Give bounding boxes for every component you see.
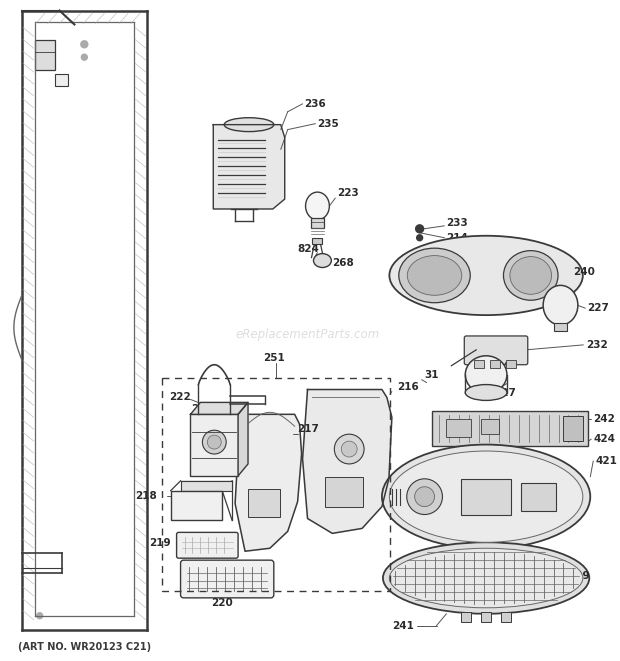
Text: 227: 227 <box>587 303 609 313</box>
Text: 424: 424 <box>593 434 615 444</box>
Text: 218: 218 <box>135 490 157 500</box>
Ellipse shape <box>510 256 552 294</box>
Text: 241: 241 <box>392 621 414 631</box>
Bar <box>481 419 499 434</box>
Circle shape <box>415 225 423 233</box>
Bar <box>432 411 588 446</box>
Ellipse shape <box>382 445 590 549</box>
Ellipse shape <box>465 385 507 401</box>
Circle shape <box>341 441 357 457</box>
Circle shape <box>417 235 423 241</box>
Ellipse shape <box>389 236 583 315</box>
Bar <box>474 360 484 368</box>
Circle shape <box>334 434 364 464</box>
Bar <box>55 74 68 86</box>
Circle shape <box>37 613 43 619</box>
Text: 232: 232 <box>587 340 608 350</box>
Bar <box>490 360 500 368</box>
Bar <box>248 488 280 516</box>
Ellipse shape <box>399 248 470 303</box>
Circle shape <box>407 479 443 514</box>
Bar <box>461 611 471 621</box>
Text: 31: 31 <box>425 369 439 379</box>
Bar <box>311 218 324 228</box>
Circle shape <box>202 430 226 454</box>
Polygon shape <box>235 414 301 551</box>
Bar <box>501 611 511 621</box>
Ellipse shape <box>224 118 274 132</box>
Circle shape <box>81 41 88 48</box>
Text: 222: 222 <box>169 393 190 403</box>
Ellipse shape <box>306 192 329 220</box>
Text: 421: 421 <box>595 456 617 466</box>
Bar <box>521 483 556 510</box>
Ellipse shape <box>465 356 507 393</box>
Text: 235: 235 <box>317 119 339 129</box>
Text: 216: 216 <box>397 381 419 391</box>
Bar <box>326 477 363 506</box>
Polygon shape <box>190 403 248 414</box>
Bar <box>162 377 390 591</box>
FancyBboxPatch shape <box>464 336 528 365</box>
Polygon shape <box>303 389 392 533</box>
Text: 221: 221 <box>192 405 213 414</box>
Ellipse shape <box>503 251 558 300</box>
Bar <box>554 323 567 331</box>
Bar <box>180 481 232 490</box>
Ellipse shape <box>389 548 583 607</box>
Text: 223: 223 <box>337 188 359 198</box>
Circle shape <box>415 486 435 506</box>
FancyBboxPatch shape <box>177 532 238 558</box>
Bar <box>506 360 516 368</box>
Text: 220: 220 <box>211 598 233 608</box>
Ellipse shape <box>389 451 583 542</box>
Bar <box>564 416 583 441</box>
Bar <box>170 490 222 520</box>
Text: (ART NO. WR20123 C21): (ART NO. WR20123 C21) <box>18 642 151 652</box>
Text: 217: 217 <box>298 424 319 434</box>
Bar <box>35 40 55 70</box>
Text: 251: 251 <box>263 353 285 363</box>
Ellipse shape <box>407 256 462 295</box>
Ellipse shape <box>383 542 589 613</box>
FancyBboxPatch shape <box>180 560 274 598</box>
Text: 240: 240 <box>574 268 595 278</box>
Text: 268: 268 <box>332 258 354 268</box>
Ellipse shape <box>314 254 331 268</box>
Polygon shape <box>238 403 248 476</box>
Bar <box>446 419 471 437</box>
Polygon shape <box>213 125 285 209</box>
Text: 214: 214 <box>446 233 468 243</box>
Bar <box>461 479 511 514</box>
Circle shape <box>207 435 221 449</box>
Text: 236: 236 <box>304 98 326 109</box>
Bar <box>312 238 322 244</box>
Text: 824: 824 <box>298 244 319 254</box>
Text: eReplacementParts.com: eReplacementParts.com <box>236 329 379 342</box>
Ellipse shape <box>543 286 578 325</box>
Circle shape <box>81 54 87 60</box>
Text: 219: 219 <box>149 538 170 548</box>
Text: 229: 229 <box>569 571 590 581</box>
Bar <box>190 414 238 476</box>
Text: 242: 242 <box>593 414 615 424</box>
Text: 227: 227 <box>494 387 516 397</box>
Text: 233: 233 <box>446 218 468 228</box>
Bar <box>481 611 491 621</box>
